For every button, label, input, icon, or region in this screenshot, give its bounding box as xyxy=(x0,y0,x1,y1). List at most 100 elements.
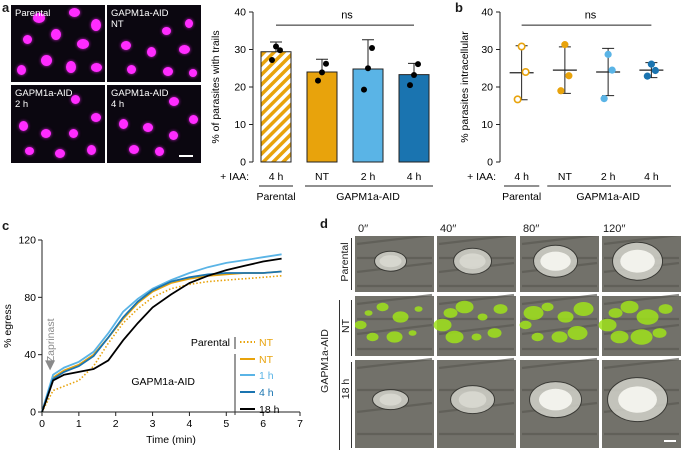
cell-streak xyxy=(521,323,598,336)
series-line xyxy=(41,270,282,413)
treatment-label: + IAA: xyxy=(467,171,496,183)
parasite-cluster xyxy=(630,329,653,345)
category-label: 4 h xyxy=(514,171,529,183)
micrograph-label: GAPM1a-AID 4 h xyxy=(111,88,169,110)
cell-streak xyxy=(438,236,515,246)
y-tick-label: 10 xyxy=(234,119,246,131)
data-point xyxy=(600,95,608,103)
group-label: GAPM1a-AID xyxy=(576,191,640,203)
legend-group-label: Parental xyxy=(191,337,230,349)
parasite-cluster xyxy=(414,306,423,312)
cell-streak xyxy=(603,293,680,306)
data-point xyxy=(647,60,655,68)
treatment-label: + IAA: xyxy=(220,171,249,183)
data-point xyxy=(273,43,279,50)
vacuole-core xyxy=(458,391,487,408)
parasite-cluster xyxy=(366,332,379,342)
x-tick-label: 1 xyxy=(76,418,82,430)
row-bracket-18h xyxy=(351,362,352,448)
time-label-120: 120′′ xyxy=(603,223,626,235)
parasite-cluster xyxy=(487,328,502,338)
parasite-cluster xyxy=(376,302,389,312)
group-bracket xyxy=(339,300,340,450)
parasite-cluster xyxy=(364,310,373,316)
chart-b-scatter: 0 10 20 30 40 % parasites intracellular 4 h NT 2… xyxy=(459,7,671,203)
data-point xyxy=(369,45,375,51)
category-label: 2 h xyxy=(361,171,376,183)
cell-streak xyxy=(438,293,515,306)
y-tick-label: 80 xyxy=(24,292,36,304)
series-line xyxy=(41,257,282,413)
legend-label: NT xyxy=(259,337,274,349)
row-bracket-nt xyxy=(351,300,352,356)
parasitophorous-vacuole xyxy=(450,385,496,415)
vacuole-core xyxy=(540,251,571,271)
scale-bar xyxy=(664,440,676,442)
vacuole-core xyxy=(459,253,486,269)
micrograph-gapm1a-4h: GAPM1a-AID 4 h xyxy=(107,85,201,163)
vacuole-core xyxy=(379,255,402,268)
data-point xyxy=(323,60,329,67)
cell-streak xyxy=(356,323,433,336)
x-tick-label: 6 xyxy=(260,418,266,430)
y-tick-label: 30 xyxy=(481,44,493,56)
data-point xyxy=(415,61,421,68)
category-label: 2 h xyxy=(601,171,616,183)
parasite-cluster xyxy=(557,311,574,323)
micrograph-label: GAPM1a-AID NT xyxy=(111,8,169,30)
annotation-arrow xyxy=(45,360,56,371)
cell-streak xyxy=(356,357,433,370)
parasitophorous-vacuole xyxy=(453,247,493,275)
cell-streak xyxy=(521,293,598,306)
y-tick-label: 20 xyxy=(481,82,493,94)
parasite-cluster xyxy=(551,331,568,343)
x-tick-label: 4 xyxy=(187,418,193,430)
x-tick-label: 7 xyxy=(297,418,303,430)
cell-streak xyxy=(603,357,680,370)
data-point xyxy=(361,86,367,93)
y-axis-label: % egress xyxy=(2,304,14,348)
x-tick-label: 3 xyxy=(150,418,156,430)
legend-label: 4 h xyxy=(259,387,274,399)
group-label-gapm1a: GAPM1a-AID xyxy=(319,329,331,393)
micrograph-parental: Parental xyxy=(11,5,105,82)
parasite-cluster xyxy=(652,328,667,338)
vacuole-core xyxy=(618,386,657,413)
parasite-cluster xyxy=(523,306,544,320)
parasite-cluster xyxy=(445,330,464,344)
parasite-cluster xyxy=(636,309,659,325)
legend-label: 1 h xyxy=(259,370,274,382)
data-point xyxy=(604,50,612,58)
y-tick-label: 40 xyxy=(24,349,36,361)
data-point xyxy=(365,65,371,72)
y-tick-label: 10 xyxy=(481,119,493,131)
data-point xyxy=(513,95,522,104)
parasite-cluster xyxy=(386,331,403,343)
bar xyxy=(260,51,292,163)
cell-streak xyxy=(356,293,433,306)
x-tick-label: 5 xyxy=(223,418,229,430)
parasite-cluster xyxy=(408,330,417,336)
data-point xyxy=(643,72,651,80)
data-point xyxy=(315,77,321,84)
parasite-cluster xyxy=(567,326,588,340)
parasite-cluster xyxy=(519,320,532,330)
data-point xyxy=(521,68,530,77)
data-point xyxy=(517,42,526,51)
data-point xyxy=(561,41,569,49)
x-tick-label: 2 xyxy=(113,418,119,430)
legend-label: 18 h xyxy=(259,404,280,416)
panel-label-b: b xyxy=(455,0,463,15)
panel-label-c: c xyxy=(2,218,10,233)
y-tick-label: 0 xyxy=(487,157,493,169)
parasite-cluster xyxy=(531,332,544,342)
panel-label-d: d xyxy=(320,216,328,231)
data-point xyxy=(608,66,616,74)
series-line xyxy=(41,275,282,413)
parasite-cluster xyxy=(493,304,508,314)
row-label-parental: Parental xyxy=(339,242,351,282)
x-axis-label: Time (min) xyxy=(146,434,196,446)
legend-label: NT xyxy=(259,354,274,366)
group-label: Parental xyxy=(256,191,295,203)
parasite-cluster xyxy=(610,330,629,344)
